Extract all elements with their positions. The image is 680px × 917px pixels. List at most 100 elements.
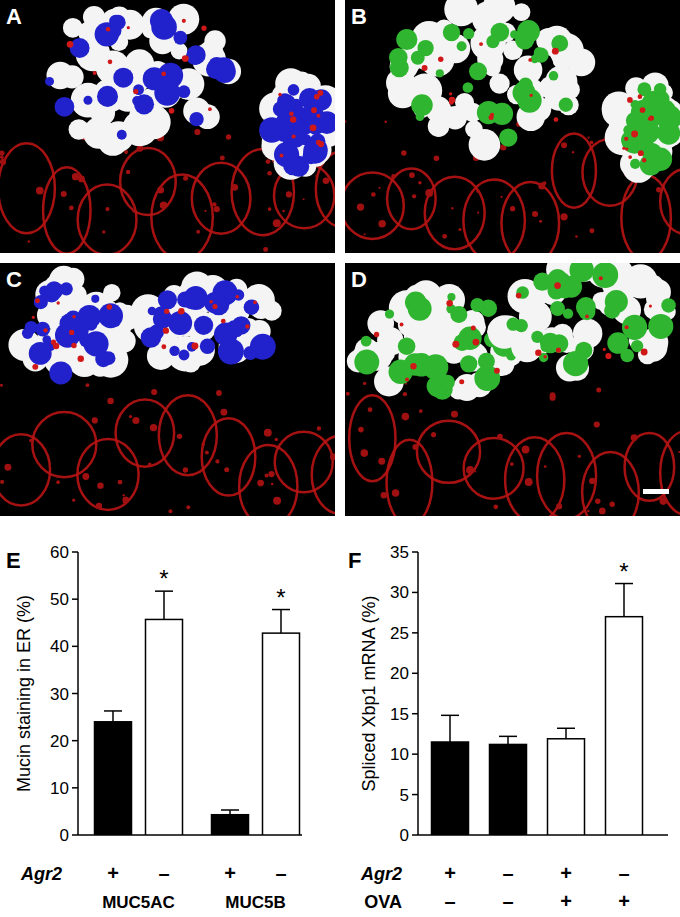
membrane-speck (572, 151, 574, 153)
y-tick (72, 598, 78, 600)
mucin-granule (226, 320, 242, 336)
membrane-speck (412, 444, 418, 450)
mucin-granule (143, 67, 166, 90)
y-tick-label: 35 (390, 543, 409, 562)
mucin-granule (45, 77, 54, 86)
red-speck (316, 114, 320, 118)
red-speck (127, 26, 130, 29)
mucin-granule (396, 29, 417, 50)
membrane-speck (364, 233, 366, 235)
mucin-granule (273, 101, 289, 117)
red-speck (161, 71, 166, 76)
panel-letter: F (348, 548, 361, 573)
mucin-granule (534, 48, 549, 63)
red-speck (235, 295, 239, 299)
membrane-speck (560, 213, 567, 220)
mucin-granule (576, 297, 596, 317)
mucin-granule (478, 353, 495, 370)
red-speck (649, 304, 652, 307)
red-speck (316, 140, 321, 145)
bar (432, 742, 469, 835)
membrane-speck (212, 202, 216, 206)
mucin-granule (194, 316, 213, 335)
membrane-speck (425, 189, 433, 197)
membrane-speck (442, 234, 447, 239)
mucin-granule (604, 303, 620, 319)
membrane-speck (0, 150, 4, 155)
membrane-speck (78, 176, 85, 183)
membrane-speck (157, 186, 164, 193)
mucin-granule (91, 295, 99, 303)
membrane-speck (97, 482, 103, 488)
membrane-speck (609, 502, 614, 507)
membrane-speck (257, 480, 264, 487)
mucin-white (567, 49, 595, 77)
membrane-speck (194, 129, 200, 135)
image-bg (345, 0, 680, 253)
membrane-speck (659, 497, 667, 505)
y-tick-label: 15 (390, 705, 409, 724)
y-tick (412, 794, 418, 796)
cell-outline (660, 169, 680, 234)
bar (606, 617, 643, 835)
membrane-speck (368, 407, 373, 412)
red-speck (278, 93, 282, 97)
mucin-granule (110, 15, 125, 30)
membrane-speck (477, 212, 479, 214)
mucin-granule (491, 103, 513, 125)
cell-outline (417, 421, 480, 483)
red-speck (191, 343, 198, 350)
mucin-granule (25, 321, 38, 334)
membrane-speck (363, 382, 366, 385)
row-label: Agr2 (360, 864, 402, 884)
membrane-speck (268, 471, 274, 477)
membrane-speck (476, 189, 480, 193)
y-tick (412, 592, 418, 594)
mucin-granule (405, 359, 416, 370)
membrane-speck (392, 489, 399, 496)
red-speck (552, 48, 559, 55)
red-speck (280, 154, 284, 158)
membrane-speck (286, 191, 292, 197)
y-tick-label: 5 (400, 786, 409, 805)
mucin-granule (563, 351, 588, 376)
membrane-speck (220, 409, 227, 416)
red-speck (452, 341, 459, 348)
membrane-speck (0, 384, 3, 387)
red-speck (221, 319, 226, 324)
membrane-speck (599, 508, 606, 515)
y-tick (412, 673, 418, 675)
membrane-speck (403, 392, 407, 396)
membrane-speck (418, 181, 422, 185)
mucin-white (367, 310, 394, 337)
cell-outline (505, 437, 564, 516)
membrane-speck (0, 159, 6, 165)
mucin-granule (416, 112, 425, 121)
membrane-speck (419, 409, 423, 413)
cell-outline (78, 185, 137, 253)
membrane-speck (345, 120, 346, 122)
mucin-granule (661, 298, 676, 313)
red-speck (638, 150, 644, 156)
membrane-speck (532, 211, 538, 217)
mucin-granule (55, 323, 80, 348)
membrane-speck (266, 159, 271, 164)
red-speck (289, 111, 294, 116)
membrane-speck (265, 474, 269, 478)
mucin-granule (540, 333, 561, 354)
membrane-speck (96, 503, 102, 509)
membrane-speck (267, 171, 272, 176)
figure: ABCDE0102030405060Mucin staining in ER (… (0, 0, 680, 917)
cell-outline (501, 182, 559, 253)
mucin-white (83, 117, 115, 149)
membrane-speck (384, 121, 387, 124)
mucin-granule (626, 112, 642, 128)
membrane-speck (561, 142, 567, 148)
membrane-speck (360, 449, 368, 457)
bar (490, 744, 527, 835)
membrane-speck (268, 207, 272, 211)
panel-letter: A (6, 4, 22, 29)
mucin-granule (507, 318, 520, 331)
membrane-speck (102, 230, 105, 233)
membrane-speck (500, 196, 502, 198)
